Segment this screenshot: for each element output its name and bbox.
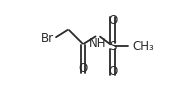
Text: S: S [109,39,116,53]
Text: Br: Br [41,32,54,45]
Text: CH₃: CH₃ [132,39,154,53]
Text: O: O [79,62,88,75]
Text: O: O [108,65,117,78]
Text: O: O [108,14,117,27]
Text: NH: NH [89,37,107,50]
